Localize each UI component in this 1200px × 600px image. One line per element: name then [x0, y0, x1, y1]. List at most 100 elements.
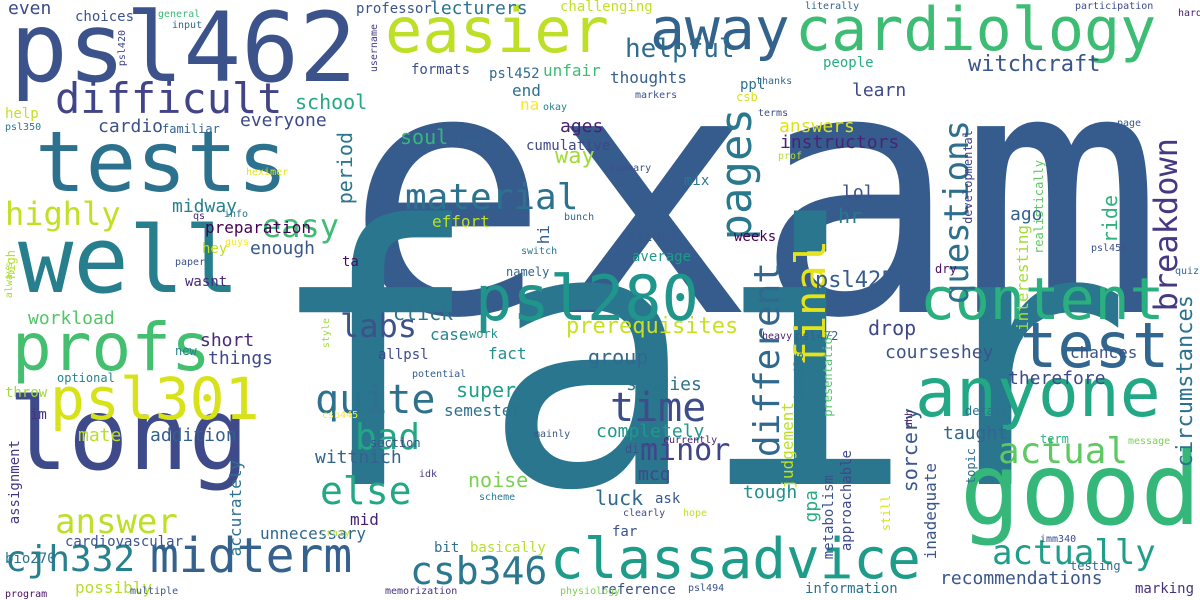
word-familiar: familiar — [162, 122, 220, 136]
word-completely: completely — [596, 421, 705, 442]
word-psl472: psl472 — [795, 329, 839, 343]
word-detail: detail — [965, 404, 1009, 418]
word-ride: ride — [1098, 195, 1122, 244]
word-psl420: psl420 — [117, 30, 128, 67]
word-reference: reference — [600, 582, 676, 598]
word-basically: basically — [470, 540, 546, 556]
word-csb445: csb445 — [322, 410, 359, 421]
word-level: level — [457, 137, 488, 148]
word-material: material — [405, 177, 579, 218]
word-breakdown: breakdown — [1147, 138, 1185, 312]
word-cjh332: cjh332 — [5, 539, 136, 580]
word-ask: ask — [655, 491, 681, 507]
word-csb: csb — [736, 90, 758, 104]
word-enough: enough — [250, 238, 316, 259]
word-effort: effort — [432, 212, 490, 231]
word-okay: okay — [543, 102, 568, 113]
word-labs: labs — [340, 307, 418, 345]
word-work: work — [469, 327, 498, 341]
word-recommendations: recommendations — [940, 568, 1103, 589]
word-circumstances: circumstances — [1173, 295, 1198, 468]
word-mate: mate — [78, 425, 122, 446]
word-allpsl: allpsl — [378, 347, 429, 363]
word-midway: midway — [172, 196, 238, 217]
word-soul: soul — [400, 125, 449, 149]
word-bunch: bunch — [564, 212, 595, 223]
word-challenging: challenging — [560, 0, 653, 15]
word-qs: qs — [193, 211, 206, 222]
word-average: average — [632, 249, 692, 265]
word-throw: throw — [5, 385, 48, 401]
word-psl350: psl350 — [5, 122, 42, 133]
word-test: test — [1020, 309, 1170, 382]
word-heximer: heximer — [246, 167, 289, 178]
word-thanks: thanks — [756, 76, 793, 87]
word-weeks: weeks — [734, 229, 777, 245]
word-realistically: realistically — [1032, 160, 1046, 254]
word-ages: ages — [560, 116, 604, 137]
word-general: general — [158, 9, 201, 20]
word-helpful: helpful — [625, 34, 735, 64]
word-literally: literally — [805, 1, 860, 12]
word-way: way — [555, 144, 595, 169]
word-exam: exam — [345, 0, 1164, 393]
word-paper: paper — [175, 257, 206, 268]
word-csb346: csb346 — [410, 549, 548, 593]
word-even: even — [8, 0, 52, 19]
word-judgement: judgement — [778, 402, 797, 489]
word-addition: addition — [150, 425, 237, 446]
word-developmental: developmental — [961, 130, 975, 224]
word-professor: professor — [356, 1, 432, 17]
word-learn: learn — [852, 80, 907, 101]
word-actually: actually — [992, 533, 1156, 573]
word-na: na — [520, 95, 540, 114]
word-presentation: presentation — [821, 330, 835, 417]
word-fact: fact — [488, 344, 527, 363]
word-hope: hope — [683, 508, 708, 519]
word-cumulative: cumulative — [526, 138, 611, 154]
word-group: group — [588, 345, 649, 369]
word-input: input — [172, 20, 203, 31]
word-well: well — [18, 207, 240, 314]
word-easy: easy — [262, 207, 340, 245]
word-still: still — [879, 495, 893, 532]
word-optional: optional — [57, 371, 115, 385]
word-semester: semester — [444, 401, 522, 420]
word-period: period — [333, 132, 357, 205]
word-highly: highly — [5, 195, 121, 233]
word-bio270: bio270 — [5, 551, 56, 567]
word-mid: mid — [350, 510, 379, 529]
word-approachable: approachable — [839, 450, 855, 552]
word-case: case — [430, 325, 469, 344]
word-switch: switch — [521, 246, 558, 257]
word-help: help — [5, 106, 39, 122]
word-participation: participation — [1075, 1, 1154, 12]
word-bit: bit — [434, 540, 460, 556]
word-things: things — [208, 348, 274, 369]
word-super: super — [456, 378, 517, 402]
word-diff: diff — [625, 442, 654, 456]
word-difficult: difficult — [55, 74, 283, 123]
word-quite: quite — [315, 377, 436, 423]
word-crazy: crazy — [320, 528, 351, 539]
word-unfair: unfair — [543, 61, 601, 80]
word-hard: hard — [1178, 8, 1200, 19]
word-hi: hi — [534, 225, 553, 245]
word-metabolism: metabolism — [821, 475, 837, 560]
word-marking: marking — [1135, 581, 1195, 597]
word-mix: mix — [684, 173, 710, 189]
word-username: username — [369, 24, 380, 73]
word-lecturers: lecturers — [430, 0, 528, 19]
word-end: end — [512, 81, 541, 100]
word-anyone: anyone — [915, 354, 1161, 433]
word-psl494: psl494 — [688, 583, 725, 594]
word-noise: noise — [468, 468, 529, 492]
word-message: message — [1128, 436, 1171, 447]
word-wasnt: wasnt — [185, 274, 228, 290]
word-good: good — [960, 431, 1200, 548]
word-answers: answers — [779, 116, 855, 137]
word-formats: formats — [411, 62, 471, 78]
word-witchcraft: witchcraft — [968, 52, 1101, 77]
word-drop: drop — [868, 316, 917, 340]
